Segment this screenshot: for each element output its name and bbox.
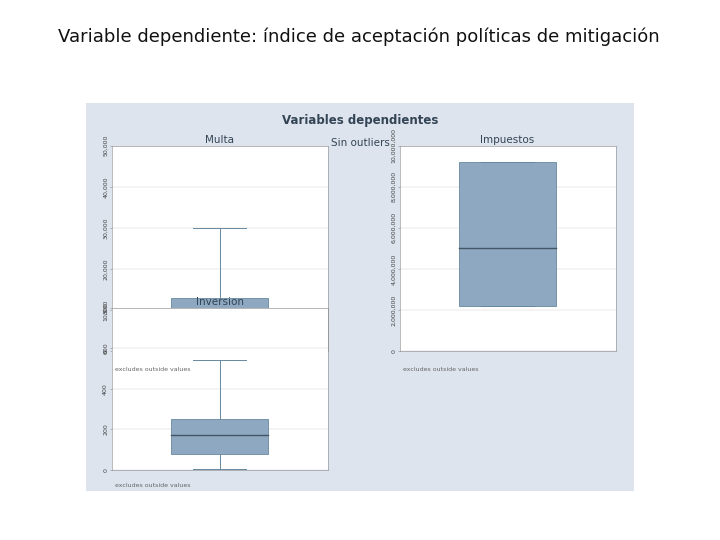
Text: excludes outside values: excludes outside values (115, 483, 191, 488)
Bar (459, 162, 557, 306)
Bar (171, 298, 268, 330)
Bar (171, 419, 268, 454)
Text: Sin outliers: Sin outliers (330, 138, 390, 147)
Title: Inversion: Inversion (196, 297, 243, 307)
Text: excludes outside values: excludes outside values (115, 367, 191, 372)
Title: Impuestos: Impuestos (480, 135, 535, 145)
Text: Variables dependientes: Variables dependientes (282, 114, 438, 127)
Text: excludes outside values: excludes outside values (403, 367, 479, 372)
Title: Multa: Multa (205, 135, 234, 145)
Text: Variable dependiente: índice de aceptación políticas de mitigación: Variable dependiente: índice de aceptaci… (58, 27, 660, 45)
